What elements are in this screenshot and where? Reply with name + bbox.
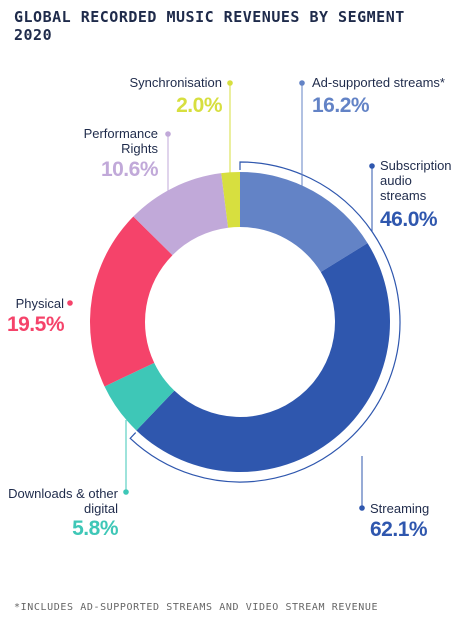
streaming-label: Streaming: [370, 501, 430, 516]
donut-segment: [240, 172, 368, 273]
segment-label: Subscription audio streams: [380, 158, 452, 203]
segment-label: Physical: [15, 296, 64, 311]
segment-label-value: 10.6%: [100, 158, 159, 181]
segment-label-value: 16.2%: [312, 94, 370, 117]
segment-label: Ad-supported streams*: [312, 75, 445, 90]
segment-label-value: 19.5%: [6, 313, 65, 336]
segment-label-value: 46.0%: [380, 208, 438, 231]
segment-label: Downloads & other digital: [8, 486, 118, 516]
segment-label-value: 5.8%: [72, 517, 118, 540]
donut-segment: [221, 172, 240, 228]
segment-label: Synchronisation: [129, 75, 223, 90]
leader-dot: [67, 300, 73, 306]
segment-label: Performance Rights: [83, 126, 158, 156]
donut-segment: [104, 362, 175, 431]
segment-label-value: 2.0%: [176, 94, 222, 117]
donut-segment: [133, 173, 229, 256]
donut-segment: [90, 216, 173, 387]
streaming-bracket: [129, 161, 401, 483]
donut-segment: [136, 243, 391, 473]
chart-title: GLOBAL RECORDED MUSIC REVENUES BY SEGMEN…: [14, 8, 405, 44]
footnote: *INCLUDES AD-SUPPORTED STREAMS AND VIDEO…: [14, 602, 379, 613]
streaming-label-value: 62.1%: [370, 518, 428, 541]
